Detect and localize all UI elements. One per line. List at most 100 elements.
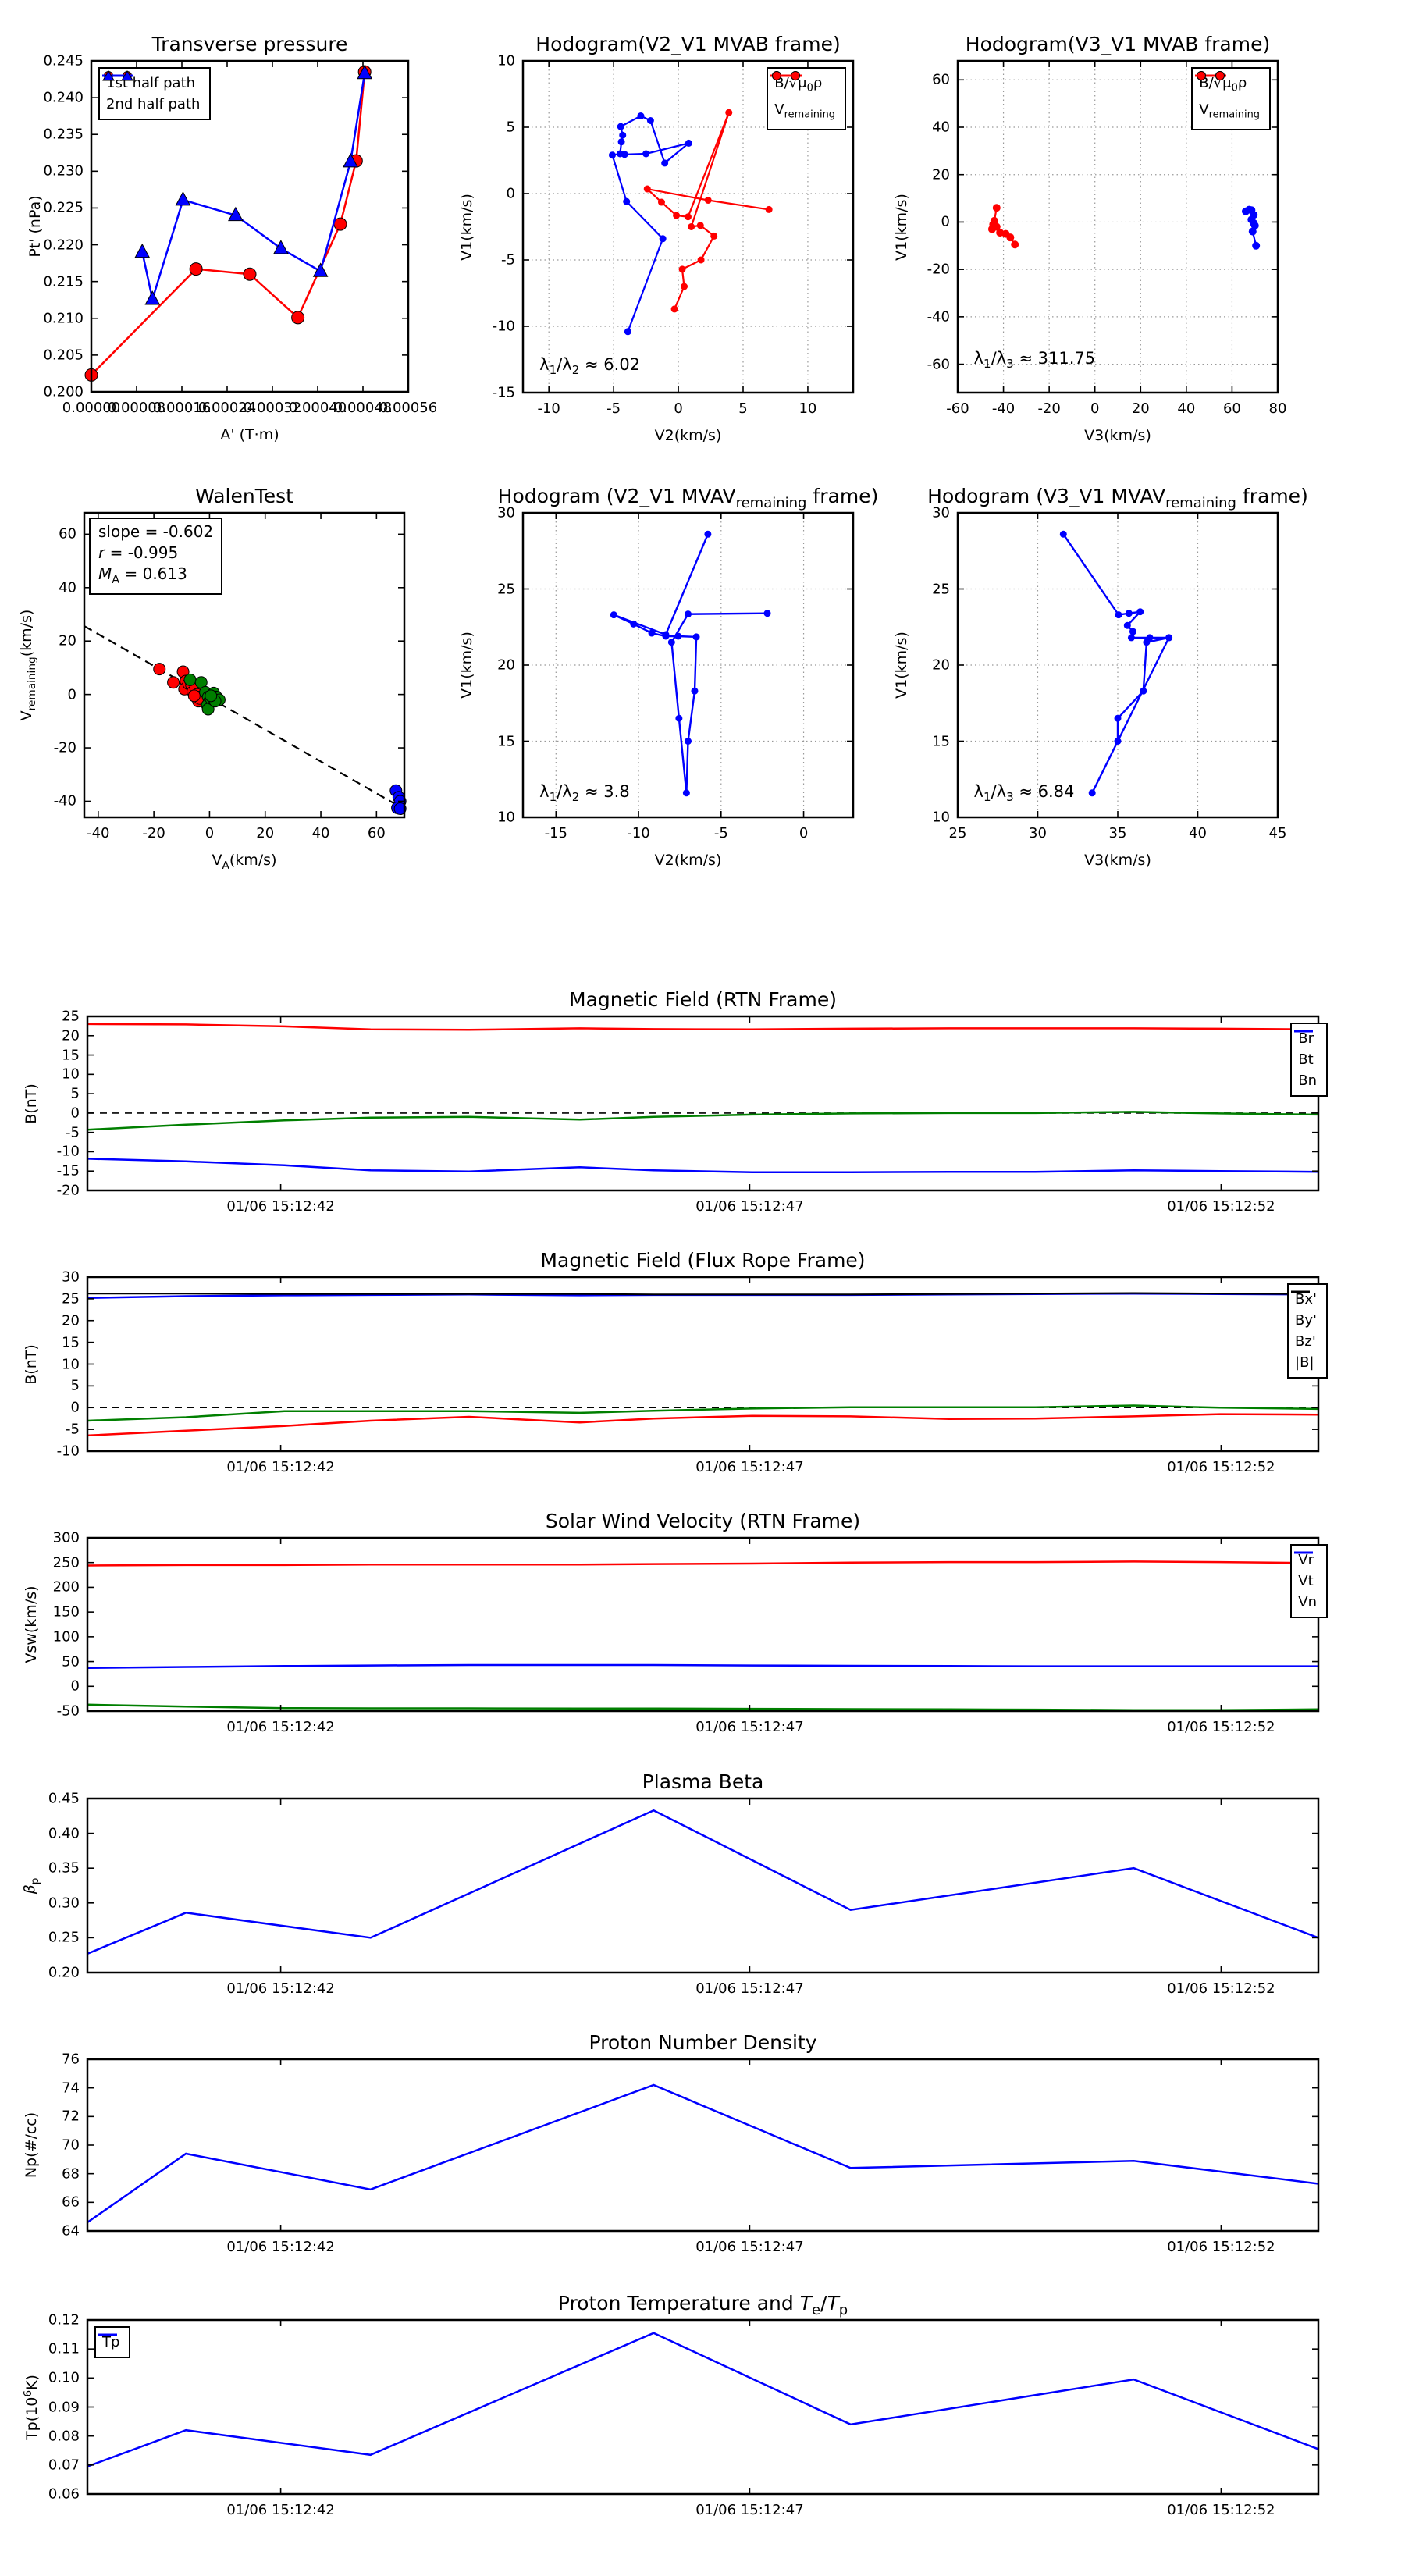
y-axis-label: V1(km/s) [893, 193, 910, 261]
legend-item: Vt [1294, 1551, 1317, 1592]
y-tick-label: 0.20 [48, 1964, 80, 1981]
x-axis-label: V3(km/s) [1084, 427, 1151, 444]
v-remaining--legend-marker-icon [1195, 71, 1227, 80]
chart-title: Hodogram (V2_V1 MVAVremaining frame) [497, 485, 879, 511]
y-axis-label: Vremaining(km/s) [18, 609, 38, 721]
y-axis-label: Pt' (nPa) [27, 195, 44, 258]
y-tick-label: 10 [932, 809, 950, 826]
y-tick-label: 150 [52, 1603, 80, 1621]
legend-label: By' [1295, 1312, 1317, 1329]
chart-title: Proton Temperature and Te/Tp [557, 2292, 848, 2318]
legend-item: Bn [1294, 1030, 1317, 1091]
y-tick-label: 20 [497, 656, 515, 674]
y-axis-label: V1(km/s) [458, 193, 475, 261]
y-tick-label: 0 [70, 1678, 80, 1695]
x-tick-label: 35 [1108, 825, 1127, 841]
2nd-half-path-legend-marker-icon [102, 70, 133, 81]
x-axis-label: VA(km/s) [212, 852, 277, 872]
y-tick-label: 10 [497, 809, 515, 826]
x-tick-label: -40 [87, 825, 110, 841]
y-tick-label: -60 [927, 356, 950, 373]
legend-label: Vremaining [1199, 101, 1260, 121]
legend-label: 2nd half path [106, 96, 201, 112]
chart-title: Solar Wind Velocity (RTN Frame) [545, 1510, 861, 1532]
annotation: λ1/λ2 ≈ 6.02 [539, 354, 641, 378]
legend-item: Vn [1294, 1551, 1317, 1613]
x-tick-label: 0.00000 [62, 400, 121, 416]
y-tick-label: 76 [62, 2051, 80, 2068]
vn-legend-marker-icon [1294, 1551, 1314, 1554]
y-tick-label: -5 [66, 1421, 80, 1438]
x-tick-label: -40 [991, 400, 1016, 417]
chart-title: Plasma Beta [642, 1770, 764, 1793]
y-tick-label: 0 [67, 686, 76, 703]
y-tick-label: 5 [506, 119, 515, 136]
y-tick-label: 0.245 [43, 52, 84, 69]
y-tick-label: 0 [941, 213, 950, 230]
legend-item: Bz' [1291, 1290, 1317, 1352]
y-axis-label: Tp(106K) [21, 2374, 41, 2440]
x-tick-label: 01/06 15:12:42 [226, 2502, 335, 2518]
y-tick-label: 10 [62, 1066, 80, 1083]
x-tick-label: 01/06 15:12:52 [1167, 2502, 1275, 2518]
legend-item: 2nd half path [102, 70, 201, 115]
y-tick-label: -20 [53, 739, 76, 756]
x-tick-label: 01/06 15:12:47 [695, 1719, 804, 1735]
x-tick-label: 01/06 15:12:47 [695, 1980, 804, 1997]
x-tick-label: 30 [1029, 825, 1047, 841]
x-tick-label: -60 [946, 400, 969, 417]
x-axis-label: V3(km/s) [1084, 852, 1151, 869]
x-tick-label: -5 [606, 400, 621, 417]
x-tick-label: 01/06 15:12:42 [226, 1980, 335, 1997]
y-tick-label: 50 [62, 1653, 80, 1670]
y-tick-label: -40 [53, 792, 76, 809]
y-tick-label: 250 [52, 1554, 80, 1571]
legend-label: Vn [1298, 1594, 1317, 1610]
y-tick-label: 20 [932, 166, 950, 183]
y-axis-label: Np(#/cc) [23, 2112, 40, 2179]
y-tick-label: 70 [62, 2137, 80, 2154]
legend-item: Vremaining [770, 71, 835, 126]
chart-title: Transverse pressure [151, 33, 348, 55]
y-tick-label: 0 [70, 1399, 80, 1416]
y-tick-label: 20 [62, 1027, 80, 1044]
x-tick-label: 01/06 15:12:47 [695, 1459, 804, 1475]
y-tick-label: 0.240 [43, 89, 84, 106]
annotation: λ1/λ2 ≈ 3.8 [539, 781, 630, 804]
x-tick-label: -10 [537, 400, 560, 417]
y-tick-label: 30 [62, 1268, 80, 1286]
x-tick-label: 01/06 15:12:52 [1167, 1719, 1275, 1735]
y-tick-label: 30 [497, 504, 515, 521]
y-tick-label: 25 [62, 1290, 80, 1308]
y-tick-label: 0.45 [48, 1790, 80, 1807]
x-tick-label: 0 [674, 400, 683, 417]
x-tick-label: 01/06 15:12:42 [226, 1459, 335, 1475]
legend-box: 1st half path 2nd half path [98, 67, 212, 120]
legend-box: B/√μ0ρ Vremaining [1191, 67, 1271, 131]
x-tick-label: 40 [311, 825, 330, 841]
y-tick-label: -20 [927, 261, 950, 278]
legend-label: Vremaining [774, 101, 835, 121]
x-tick-label: 0 [205, 825, 215, 841]
x-tick-label: -5 [713, 825, 728, 841]
x-tick-label: 25 [948, 825, 967, 841]
legend-item: |B| [1291, 1290, 1317, 1373]
x-tick-label: 01/06 15:12:52 [1167, 1459, 1275, 1475]
x-tick-label: 80 [1268, 400, 1287, 417]
y-axis-label: B(nT) [23, 1083, 40, 1124]
legend-label: Bx' [1295, 1291, 1317, 1308]
legend-label: Bt [1298, 1051, 1314, 1068]
y-axis-label: βp [21, 1877, 41, 1894]
y-axis-label: V1(km/s) [458, 632, 475, 699]
x-axis-label: V2(km/s) [654, 427, 722, 444]
y-tick-label: 0.210 [43, 310, 84, 327]
y-tick-label: 5 [70, 1085, 80, 1102]
y-tick-label: 0.205 [43, 347, 84, 364]
x-tick-label: 5 [738, 400, 748, 417]
x-tick-label: 20 [256, 825, 275, 841]
x-tick-label: 01/06 15:12:42 [226, 1198, 335, 1215]
y-tick-label: 0 [70, 1105, 80, 1122]
